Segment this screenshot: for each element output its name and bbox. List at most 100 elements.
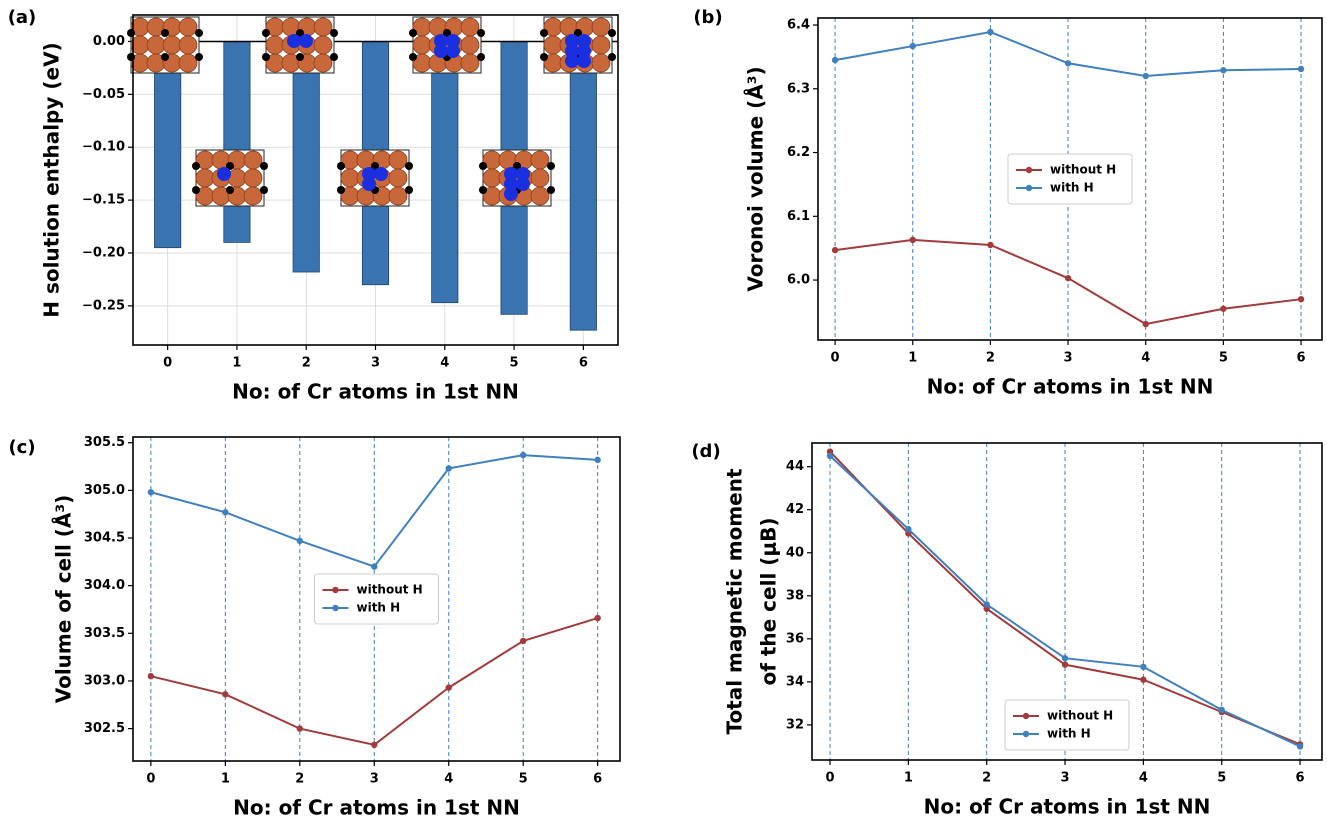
atom bbox=[243, 150, 263, 170]
atom-small bbox=[195, 53, 203, 61]
x-tick-label: 1 bbox=[221, 772, 230, 787]
legend-label: with H bbox=[357, 601, 401, 615]
plot-frame bbox=[817, 17, 1323, 341]
atom bbox=[313, 35, 333, 55]
y-tick-label: −0.15 bbox=[82, 193, 125, 208]
atom-cr bbox=[565, 34, 579, 48]
x-tick-label: 3 bbox=[1064, 351, 1073, 366]
atom bbox=[195, 168, 215, 188]
atom-cr bbox=[374, 167, 388, 181]
legend-label: with H bbox=[1050, 181, 1094, 195]
atom bbox=[460, 53, 480, 73]
point bbox=[1140, 676, 1147, 683]
atom bbox=[243, 186, 263, 206]
atom bbox=[591, 35, 611, 55]
y-tick-label: 6.4 bbox=[787, 18, 810, 33]
atom bbox=[530, 150, 550, 170]
panel-label: (c) bbox=[8, 437, 35, 458]
x-tick-label: 0 bbox=[146, 772, 155, 787]
y-tick-label: −0.25 bbox=[82, 298, 125, 313]
point bbox=[909, 236, 916, 244]
atom bbox=[265, 35, 285, 55]
point bbox=[987, 241, 994, 249]
atom-small bbox=[443, 29, 451, 37]
atom-cr bbox=[446, 34, 460, 48]
point bbox=[1220, 67, 1227, 74]
x-tick-label: 6 bbox=[1297, 351, 1306, 366]
atom-cr bbox=[577, 34, 591, 48]
point bbox=[147, 672, 155, 680]
y-tick-label: 42 bbox=[786, 502, 804, 517]
atom-cr bbox=[362, 177, 376, 191]
x-tick-label: 2 bbox=[295, 772, 304, 787]
atom bbox=[543, 35, 563, 55]
structure-inset bbox=[409, 16, 485, 74]
y-tick-label: 36 bbox=[786, 631, 804, 646]
atom bbox=[388, 168, 408, 188]
x-axis-label: No: of Cr atoms in 1st NN bbox=[927, 375, 1214, 399]
point bbox=[1296, 743, 1304, 750]
atom-cr bbox=[577, 44, 591, 58]
point bbox=[831, 56, 839, 64]
atom-small bbox=[405, 186, 413, 194]
y-tick-label: 6.0 bbox=[787, 273, 810, 288]
point bbox=[147, 489, 155, 496]
legend-box bbox=[314, 573, 439, 625]
x-tick-label: 3 bbox=[370, 772, 379, 787]
atom-cr bbox=[577, 54, 591, 68]
point bbox=[1064, 274, 1072, 282]
point bbox=[1061, 655, 1069, 662]
y-tick-label: 303.5 bbox=[84, 626, 125, 641]
y-tick-label: 6.3 bbox=[787, 81, 810, 96]
y-tick-label: 6.2 bbox=[787, 145, 810, 160]
atom-cr bbox=[446, 44, 460, 58]
atom-cr bbox=[434, 44, 448, 58]
atom-small bbox=[371, 162, 379, 170]
atom-small bbox=[513, 162, 521, 170]
legend-label: without H bbox=[1047, 709, 1113, 723]
y-tick-label: −0.10 bbox=[82, 140, 125, 155]
atom-small bbox=[192, 162, 200, 170]
bar bbox=[569, 41, 597, 331]
atom-cr bbox=[217, 167, 231, 181]
plot-frame bbox=[132, 14, 619, 346]
point bbox=[905, 525, 912, 533]
atom-small bbox=[547, 186, 555, 194]
atom-small bbox=[547, 162, 555, 170]
atom-small bbox=[409, 29, 417, 37]
x-tick-label: 5 bbox=[519, 772, 528, 787]
atom bbox=[591, 17, 611, 37]
point bbox=[1140, 663, 1147, 671]
legend-label: with H bbox=[1047, 727, 1091, 741]
atom-small bbox=[330, 53, 338, 61]
structure-inset bbox=[192, 149, 268, 207]
atom bbox=[412, 35, 432, 55]
point bbox=[831, 246, 839, 254]
atom-small bbox=[477, 53, 485, 61]
atom-small bbox=[260, 162, 268, 170]
plot-frame bbox=[132, 436, 621, 762]
x-tick-label: 4 bbox=[440, 356, 449, 371]
atom bbox=[178, 35, 198, 55]
x-tick-label: 2 bbox=[302, 356, 311, 371]
atom-small bbox=[608, 53, 616, 61]
y-axis-label: H solution enthalpy (eV) bbox=[40, 42, 64, 317]
point bbox=[987, 28, 994, 36]
y-tick-label: −0.20 bbox=[82, 245, 125, 260]
atom-small bbox=[262, 29, 270, 37]
structure-inset bbox=[337, 149, 413, 207]
legend-label: without H bbox=[357, 583, 423, 597]
y-axis-label: of the cell (μB) bbox=[757, 517, 781, 685]
atom-small bbox=[409, 53, 417, 61]
atom-cr bbox=[504, 177, 518, 191]
point bbox=[519, 451, 527, 459]
atom-small bbox=[337, 186, 345, 194]
x-tick-label: 1 bbox=[232, 356, 241, 371]
atom-cr bbox=[504, 187, 518, 201]
y-tick-label: 32 bbox=[786, 717, 804, 732]
x-axis-label: No: of Cr atoms in 1st NN bbox=[924, 795, 1211, 819]
x-tick-label: 5 bbox=[1217, 771, 1226, 786]
atom-cr bbox=[565, 54, 579, 68]
structure-inset bbox=[127, 16, 203, 74]
